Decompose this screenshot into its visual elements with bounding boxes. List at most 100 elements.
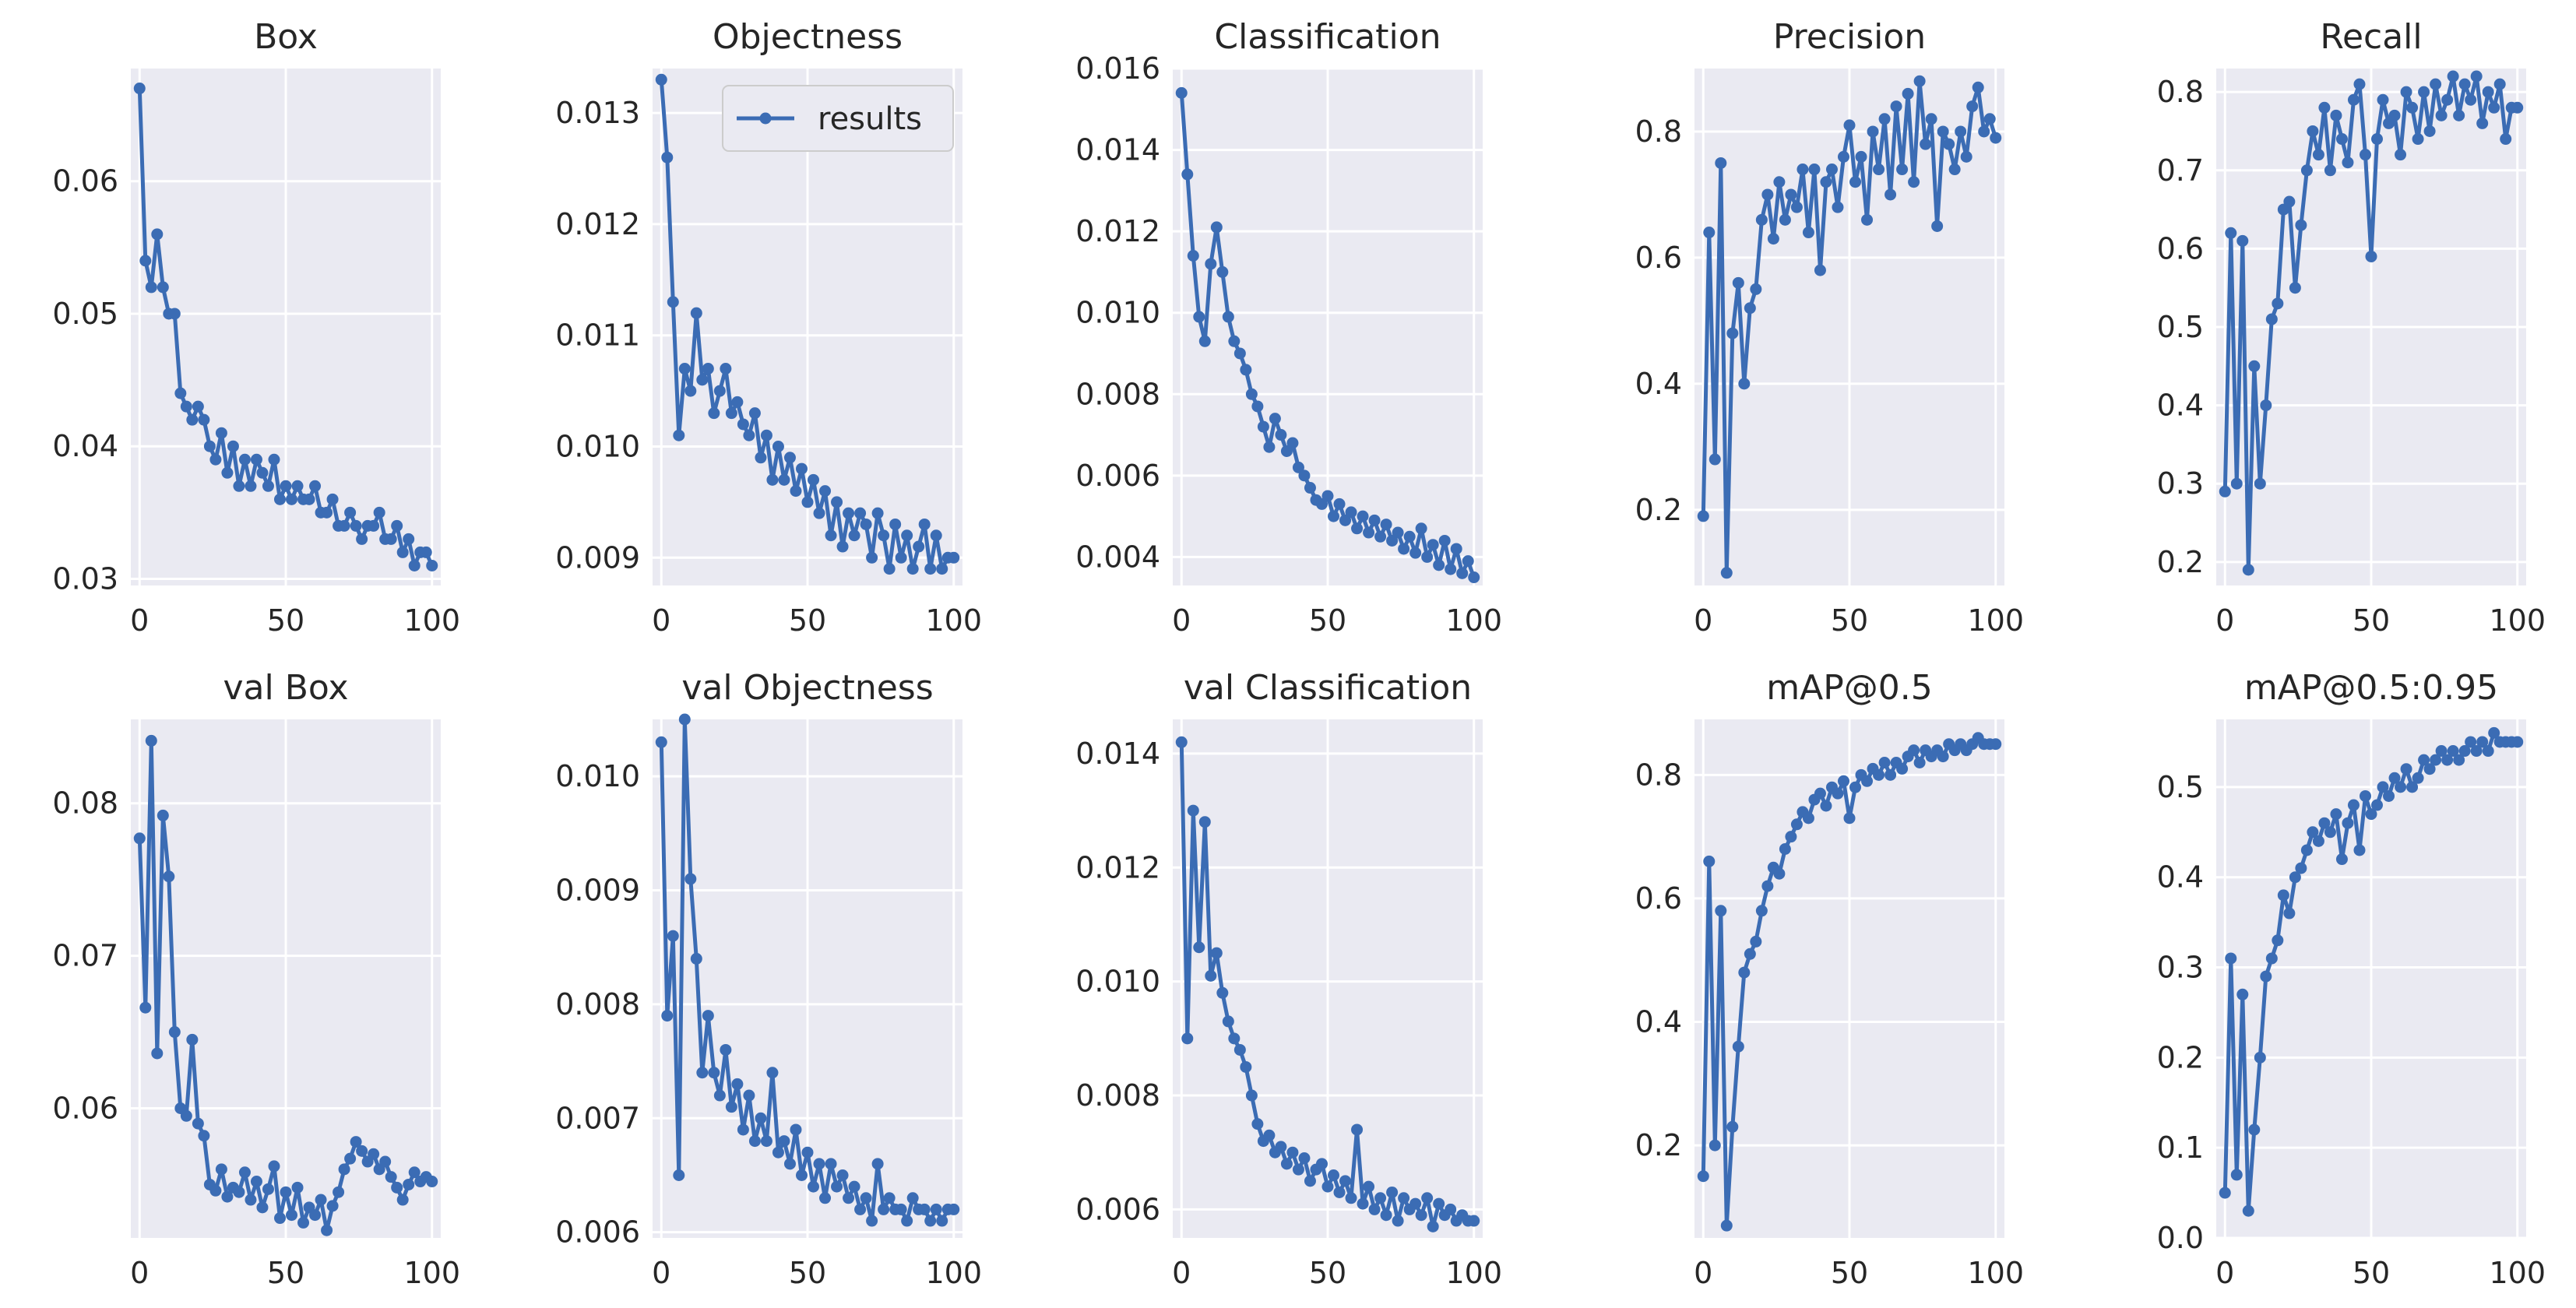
data-point: [2254, 477, 2266, 490]
data-point: [702, 363, 714, 375]
data-point: [1380, 519, 1392, 531]
data-point: [2347, 93, 2360, 106]
data-point: [1761, 880, 1774, 892]
data-point: [1333, 1186, 1346, 1198]
y-tick-label: 0.010: [555, 759, 640, 793]
data-point: [1468, 1215, 1480, 1227]
data-point: [221, 1190, 234, 1203]
data-point: [1948, 164, 1961, 176]
data-point: [2395, 149, 2407, 161]
data-point: [696, 1067, 709, 1079]
legend-marker-swatch: [759, 112, 772, 125]
data-point: [2248, 360, 2261, 372]
data-point: [1832, 787, 1844, 800]
data-point: [391, 519, 403, 532]
data-point: [326, 493, 339, 505]
data-point: [168, 1026, 181, 1039]
data-point: [238, 453, 251, 466]
x-tick-label: 50: [267, 1256, 304, 1290]
data-point: [1445, 1203, 1457, 1215]
data-point: [250, 1176, 262, 1188]
data-point: [1450, 543, 1462, 555]
data-point: [1709, 453, 1721, 466]
data-point: [924, 563, 937, 575]
data-point: [2377, 93, 2389, 106]
data-point: [2307, 125, 2319, 137]
data-point: [1269, 413, 1281, 425]
subplot-objectness: 0 50 100 0.009 0.010 0.011 0.012 0.013 Objectnes…: [555, 17, 982, 638]
data-point: [186, 1033, 199, 1046]
data-point: [2500, 133, 2512, 146]
data-point: [1902, 87, 1914, 100]
data-point: [1351, 522, 1364, 535]
data-point: [1738, 378, 1751, 390]
subplot-map-0-5-0-95: 0 50 100 0.0 0.1 0.2 0.3 0.4 0.5 mAP@0.5:0.95: [2157, 668, 2546, 1290]
data-point: [1275, 429, 1287, 441]
x-tick-label: 50: [1309, 1256, 1346, 1290]
data-point: [678, 713, 691, 726]
data-point: [209, 1184, 222, 1197]
data-point: [854, 1203, 867, 1215]
data-point: [2265, 952, 2278, 965]
subplot-title: val Classification: [1184, 668, 1472, 708]
data-point: [2283, 195, 2296, 208]
data-point: [1257, 420, 1269, 433]
data-point: [286, 493, 298, 505]
data-point: [1275, 1141, 1287, 1153]
data-point: [338, 519, 350, 532]
y-tick-label: 0.007: [555, 1101, 640, 1135]
data-point: [2371, 133, 2384, 146]
data-point: [309, 480, 322, 492]
subplot-val-classification: 0 50 100 0.006 0.008 0.010 0.012 0.014 val Class…: [1075, 668, 1502, 1290]
y-tick-label: 0.009: [555, 540, 640, 575]
data-point: [1409, 547, 1422, 559]
data-point: [2453, 109, 2465, 121]
data-point: [1808, 164, 1821, 176]
y-tick-label: 0.010: [555, 430, 640, 464]
data-point: [725, 1101, 737, 1113]
data-point: [2395, 781, 2407, 793]
y-tick-label: 0.008: [1075, 377, 1160, 411]
data-point: [1216, 265, 1229, 278]
data-point: [1210, 221, 1223, 234]
data-point: [309, 1209, 322, 1222]
data-point: [906, 1192, 919, 1204]
data-point: [731, 1078, 744, 1090]
subplot-title: mAP@0.5:0.95: [2244, 668, 2498, 708]
x-tick-label: 50: [789, 1256, 826, 1290]
data-point: [139, 255, 152, 267]
data-point: [831, 496, 843, 508]
legend: results: [722, 85, 954, 152]
x-tick-label: 100: [2489, 603, 2546, 638]
data-point: [748, 1135, 761, 1148]
data-point: [2511, 101, 2524, 114]
data-point: [1732, 276, 1744, 289]
data-point: [1328, 1169, 1340, 1181]
data-point: [2423, 125, 2436, 137]
data-point: [1304, 482, 1316, 494]
data-point: [2488, 101, 2500, 114]
data-point: [2283, 907, 2296, 919]
data-point: [1785, 188, 1797, 201]
x-tick-label: 50: [2353, 603, 2390, 638]
y-tick-label: 0.2: [2157, 545, 2204, 579]
data-point: [2441, 754, 2454, 766]
data-point: [1205, 969, 1217, 982]
y-tick-label: 0.008: [1075, 1078, 1160, 1113]
data-point: [1814, 264, 1826, 276]
data-point: [1240, 1060, 1252, 1073]
data-point: [2388, 109, 2401, 121]
data-point: [2324, 164, 2336, 177]
data-point: [2318, 101, 2331, 114]
data-point: [2383, 789, 2395, 802]
data-point: [1198, 335, 1211, 347]
data-point: [2342, 817, 2354, 829]
x-tick-label: 50: [1831, 603, 1868, 638]
data-point: [1726, 327, 1739, 339]
data-point: [2482, 745, 2494, 758]
data-point: [883, 563, 896, 575]
data-point: [408, 1166, 421, 1179]
data-point: [702, 1010, 714, 1022]
data-point: [2465, 93, 2477, 106]
data-point: [2359, 789, 2371, 802]
